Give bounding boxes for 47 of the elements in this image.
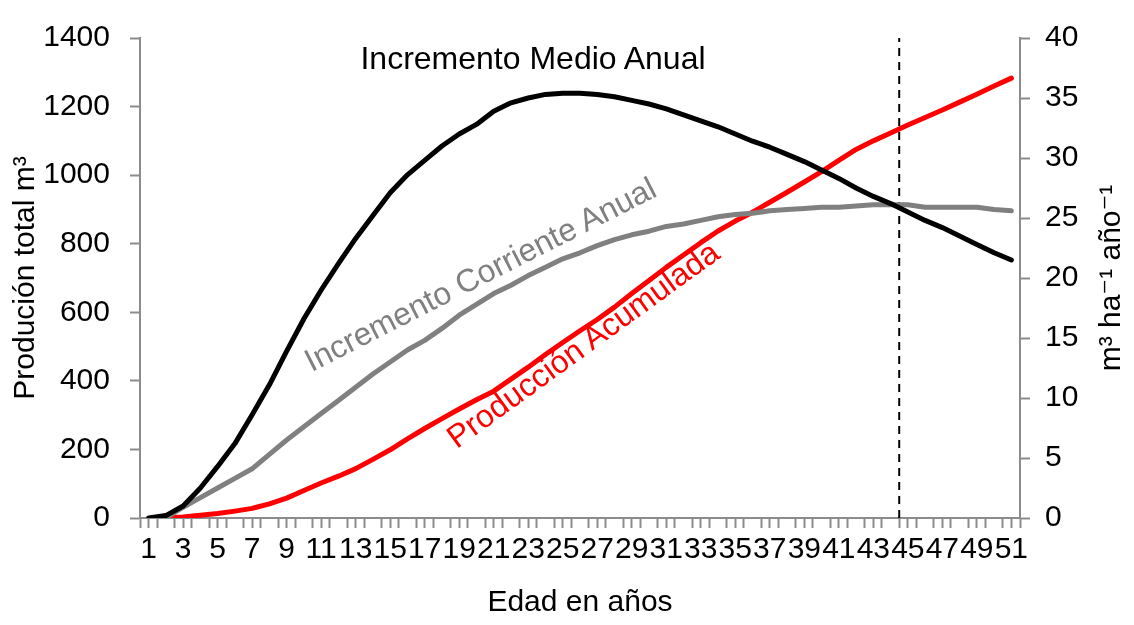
- y2-tick-label: 35: [1045, 79, 1079, 113]
- x-tick-label: 47: [925, 531, 960, 565]
- y-axis-title: Produción total m³: [7, 156, 41, 400]
- series-label: Incremento Medio Anual: [360, 39, 706, 76]
- y2-tick-label: 0: [1045, 499, 1062, 533]
- y2-tick-label: 20: [1045, 259, 1079, 293]
- x-tick-label: 43: [856, 531, 891, 565]
- y-tick-label: 200: [59, 430, 110, 464]
- x-tick-label: 1: [140, 531, 157, 565]
- x-tick-label: 13: [339, 531, 373, 565]
- y-tick-label: 0: [93, 499, 110, 533]
- x-tick-label: 27: [580, 531, 614, 565]
- y-tick-label: 1000: [43, 156, 110, 190]
- y2-tick-label: 15: [1045, 319, 1079, 353]
- x-tick-label: 49: [960, 531, 994, 565]
- x-tick-label: 51: [994, 531, 1029, 565]
- x-tick-label: 11: [305, 531, 337, 565]
- x-tick-label: 41: [822, 531, 856, 565]
- x-tick-label: 25: [546, 531, 580, 565]
- x-tick-label: 3: [174, 531, 192, 565]
- x-tick-label: 39: [787, 531, 821, 565]
- x-tick-label: 9: [278, 531, 296, 565]
- y-tick-label: 800: [59, 224, 110, 258]
- y-tick-label: 1200: [43, 87, 110, 121]
- x-tick-label: 15: [373, 531, 407, 565]
- y2-tick-label: 10: [1045, 379, 1079, 413]
- x-tick-label: 7: [243, 531, 261, 565]
- y-tick-label: 600: [59, 293, 110, 327]
- y2-axis-title: m³ ha⁻¹ año⁻¹: [1093, 184, 1127, 372]
- x-tick-label: 33: [684, 531, 718, 565]
- y-tick-label: 1400: [43, 19, 110, 53]
- y2-tick-label: 5: [1045, 439, 1062, 473]
- x-tick-label: 23: [511, 531, 545, 565]
- x-tick-label: 37: [753, 531, 787, 565]
- x-tick-label: 31: [649, 531, 683, 565]
- x-tick-label: 45: [891, 531, 925, 565]
- y2-tick-label: 30: [1045, 139, 1079, 173]
- x-tick-label: 5: [209, 531, 226, 565]
- x-tick-label: 29: [615, 531, 649, 565]
- y-tick-label: 400: [59, 362, 110, 396]
- x-axis-title: Edad en años: [487, 584, 673, 618]
- x-tick-label: 35: [718, 531, 752, 565]
- x-tick-label: 17: [408, 531, 442, 565]
- y2-tick-label: 40: [1045, 19, 1079, 53]
- y2-tick-label: 25: [1045, 199, 1079, 233]
- x-tick-label: 21: [477, 531, 511, 565]
- x-tick-label: 19: [442, 531, 476, 565]
